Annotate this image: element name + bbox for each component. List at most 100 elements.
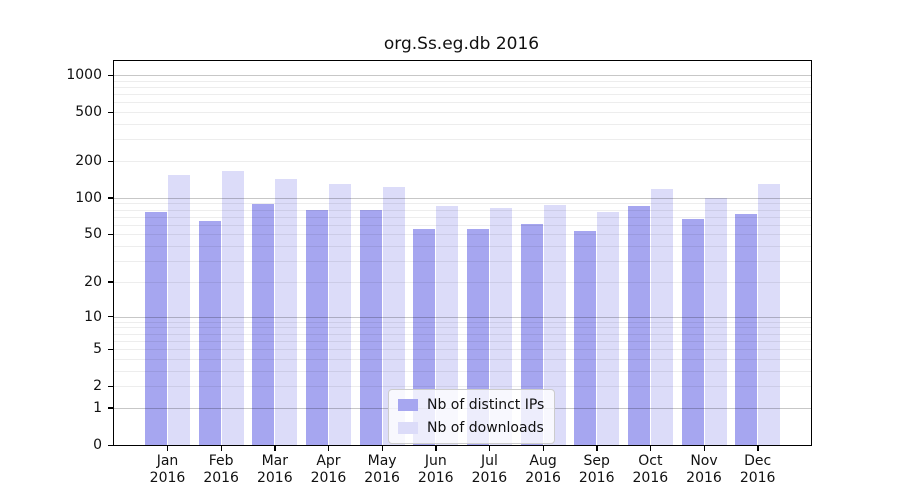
- x-axis-tick-label: Mar 2016: [235, 453, 315, 487]
- x-tick-year: 2016: [149, 470, 186, 486]
- gridline: [114, 246, 811, 248]
- y-axis-tick-label: 50: [84, 226, 102, 243]
- x-tick-month: Sep: [583, 453, 610, 469]
- x-tick-year: 2016: [632, 470, 669, 486]
- gridline: [114, 340, 811, 342]
- x-tick-year: 2016: [203, 470, 239, 486]
- gridline: [114, 80, 811, 82]
- gridline: [114, 209, 811, 211]
- y-axis-tick-label: 200: [75, 153, 102, 170]
- x-tick-mark: [167, 445, 169, 451]
- x-tick-mark: [596, 445, 598, 451]
- x-tick-mark: [757, 445, 759, 451]
- x-tick-year: 2016: [525, 470, 561, 486]
- x-tick-year: 2016: [739, 470, 776, 486]
- y-axis-tick-label: 2: [93, 378, 102, 395]
- x-axis-tick-label: Dec 2016: [718, 453, 798, 487]
- gridline: [114, 370, 811, 372]
- gridline: [114, 234, 811, 236]
- y-tick-mark: [108, 233, 114, 236]
- x-tick-mark: [327, 445, 330, 451]
- gridline: [114, 224, 811, 226]
- gridline: [114, 216, 811, 218]
- bar-downloads: [275, 179, 298, 445]
- y-tick-mark: [108, 407, 114, 409]
- bar-distinct-ips: [681, 219, 704, 445]
- bar-downloads: [704, 197, 727, 445]
- bar-downloads: [489, 207, 512, 445]
- y-tick-mark: [108, 444, 114, 446]
- legend-label-downloads: Nb of downloads: [427, 420, 544, 436]
- y-tick-mark: [108, 385, 114, 388]
- legend-entry-distinct-ips: Nb of distinct IPs: [398, 395, 544, 415]
- x-tick-year: 2016: [471, 470, 508, 486]
- x-axis-tick-label: Sep 2016: [557, 453, 637, 487]
- x-tick-month: Jun: [424, 453, 447, 469]
- gridline: [114, 124, 811, 126]
- bar-downloads: [221, 170, 244, 445]
- x-tick-month: Mar: [261, 453, 288, 469]
- legend-swatch-distinct-ips: [398, 399, 418, 411]
- gridline: [114, 316, 811, 318]
- bar-downloads: [382, 186, 405, 445]
- x-tick-mark: [703, 445, 705, 451]
- x-tick-month: Jul: [480, 453, 498, 469]
- x-tick-month: May: [367, 453, 397, 469]
- x-tick-month: Oct: [638, 453, 663, 469]
- x-axis-tick-label: Jan 2016: [128, 453, 208, 487]
- gridline: [114, 161, 811, 163]
- x-tick-mark: [381, 445, 383, 451]
- bar-distinct-ips: [252, 204, 275, 445]
- gridline: [114, 333, 811, 335]
- x-tick-month: Apr: [316, 453, 341, 469]
- chart-title: org.Ss.eg.db 2016: [383, 34, 540, 54]
- gridline: [114, 281, 811, 283]
- legend-entry-downloads: Nb of downloads: [398, 418, 544, 438]
- gridline: [114, 86, 811, 88]
- bar-distinct-ips: [627, 205, 650, 445]
- x-tick-mark: [649, 445, 652, 451]
- bar-downloads: [168, 174, 190, 445]
- x-axis-tick-label: Apr 2016: [288, 453, 368, 487]
- y-axis-tick-label: 1000: [66, 67, 102, 84]
- y-axis-tick-label: 500: [75, 104, 102, 121]
- gridline: [114, 349, 811, 351]
- x-tick-year: 2016: [417, 470, 454, 486]
- x-axis-tick-label: Nov 2016: [664, 453, 744, 487]
- x-tick-month: Nov: [690, 453, 718, 469]
- gridline: [114, 94, 811, 96]
- gridline: [114, 102, 811, 104]
- x-axis-tick-label: May 2016: [342, 453, 422, 487]
- y-axis-tick-label: 1: [93, 399, 102, 416]
- legend-label-distinct-ips: Nb of distinct IPs: [427, 397, 545, 413]
- bar-distinct-ips: [574, 231, 597, 445]
- x-axis-tick-label: Oct 2016: [610, 453, 690, 487]
- x-tick-year: 2016: [686, 470, 722, 486]
- legend-swatch-downloads: [398, 422, 418, 434]
- x-tick-mark: [274, 445, 276, 451]
- plot-area: 0 1 2 5 10 20 50 100 200 500 1000 Jan 2016 Feb 2016 Mar…: [66, 60, 812, 486]
- gridline: [114, 139, 811, 141]
- x-tick-year: 2016: [310, 470, 347, 486]
- y-tick-mark: [108, 348, 114, 350]
- x-tick-mark: [435, 445, 437, 451]
- bar-downloads: [650, 189, 673, 445]
- bar-distinct-ips: [359, 210, 382, 445]
- gridline: [114, 327, 811, 329]
- y-axis-tick-label: 100: [75, 189, 102, 206]
- y-tick-mark: [108, 74, 114, 76]
- x-tick-mark: [488, 445, 491, 451]
- y-axis-tick-label: 10: [84, 308, 102, 325]
- bar-downloads: [436, 205, 459, 445]
- bar-distinct-ips: [145, 211, 167, 445]
- y-axis-tick-label: 20: [84, 273, 102, 290]
- x-tick-year: 2016: [578, 470, 615, 486]
- bar-downloads: [758, 184, 781, 445]
- y-tick-mark: [108, 316, 114, 318]
- y-axis-tick-label: 5: [93, 341, 102, 358]
- y-axis-tick-label: 0: [93, 437, 102, 453]
- x-tick-year: 2016: [364, 470, 400, 486]
- x-axis-tick-label: Aug 2016: [503, 453, 583, 487]
- gridline: [114, 203, 811, 205]
